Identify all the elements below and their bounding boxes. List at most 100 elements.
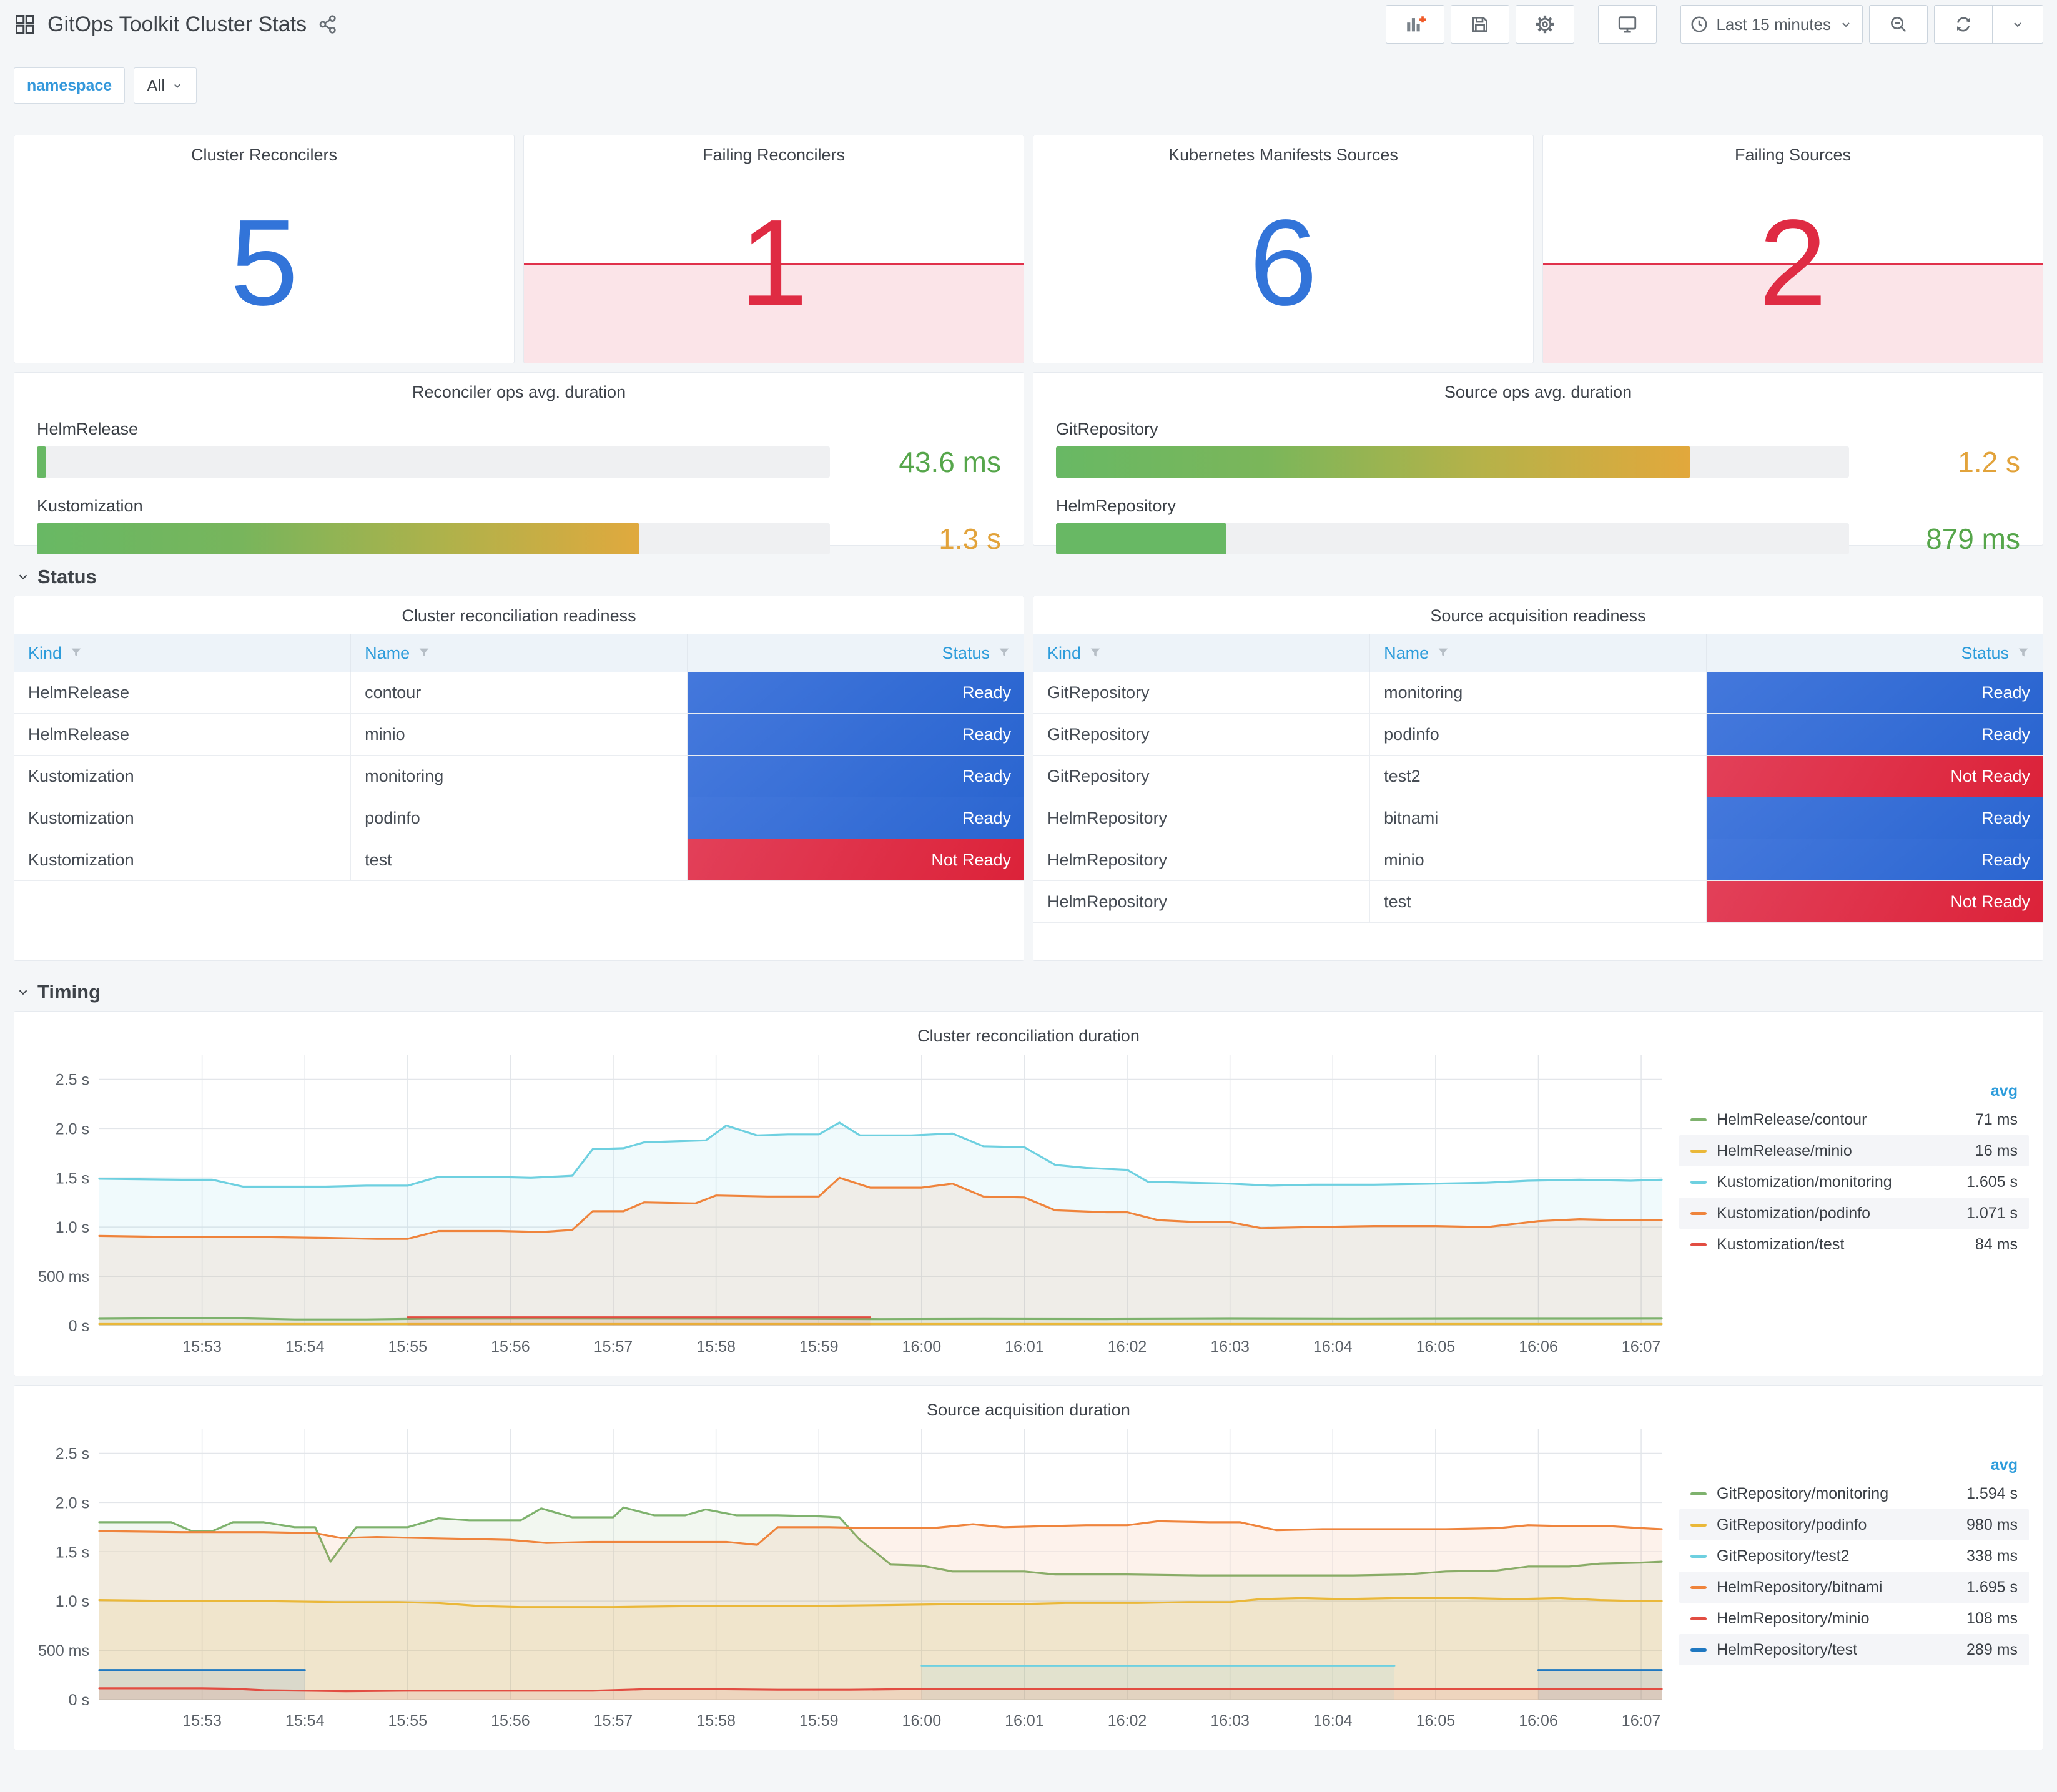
legend-series-name[interactable]: HelmRelease/contour <box>1717 1110 1867 1128</box>
time-range-label: Last 15 minutes <box>1716 14 1831 34</box>
panel-title[interactable]: Source acquisition duration <box>927 1401 1130 1419</box>
column-header-label: Kind <box>1047 643 1082 662</box>
status-tables-row: Cluster reconciliation readiness Kind Nam… <box>14 596 2043 961</box>
cell-name: monitoring <box>350 755 688 797</box>
time-range-picker[interactable]: Last 15 minutes <box>1680 5 1863 44</box>
legend-series-avg: 980 ms <box>1966 1515 2018 1534</box>
table-row: HelmRelease minio Ready <box>14 713 1024 756</box>
legend-item: HelmRepository/bitnami 1.695 s <box>1679 1572 2029 1603</box>
column-header-kind[interactable]: Kind <box>1033 634 1371 672</box>
stat-panel-title[interactable]: Failing Sources <box>1734 145 1852 164</box>
cell-status: Not Ready <box>1706 880 2043 923</box>
stat-panel-title[interactable]: Kubernetes Manifests Sources <box>1168 145 1398 164</box>
filter-funnel-icon[interactable] <box>997 646 1011 660</box>
column-header-name[interactable]: Name <box>1369 634 1707 672</box>
svg-text:15:58: 15:58 <box>696 1338 736 1356</box>
cell-kind: HelmRelease <box>14 672 352 714</box>
legend-series-name[interactable]: GitRepository/monitoring <box>1717 1484 1889 1502</box>
section-status[interactable]: Status <box>16 566 2043 588</box>
panel-title[interactable]: Reconciler ops avg. duration <box>412 383 626 401</box>
column-header-label: Status <box>942 643 990 662</box>
legend-series-name[interactable]: HelmRelease/minio <box>1717 1141 1852 1159</box>
legend-item: GitRepository/test2 338 ms <box>1679 1540 2029 1572</box>
gauge-value: 43.6 ms <box>899 446 1001 478</box>
legend-series-name[interactable]: Kustomization/podinfo <box>1717 1204 1870 1222</box>
cell-status: Ready <box>1706 797 2043 839</box>
cycle-view-mode-button[interactable] <box>1598 5 1657 44</box>
panel-title[interactable]: Source ops avg. duration <box>1444 383 1632 401</box>
legend-series-name[interactable]: GitRepository/podinfo <box>1717 1515 1867 1534</box>
save-dashboard-button[interactable] <box>1451 5 1510 44</box>
legend-series-name[interactable]: Kustomization/monitoring <box>1717 1173 1892 1191</box>
refresh-button[interactable] <box>1934 5 1993 44</box>
svg-text:15:59: 15:59 <box>799 1712 839 1730</box>
filter-funnel-icon[interactable] <box>1436 646 1450 660</box>
filter-funnel-icon[interactable] <box>417 646 431 660</box>
gauge-value: 879 ms <box>1926 523 2020 555</box>
svg-text:500 ms: 500 ms <box>38 1642 89 1660</box>
filter-funnel-icon[interactable] <box>2016 646 2030 660</box>
svg-text:15:55: 15:55 <box>388 1338 428 1356</box>
cell-name: minio <box>350 713 688 756</box>
cell-status: Ready <box>687 797 1024 839</box>
legend-series-name[interactable]: GitRepository/test2 <box>1717 1547 1850 1565</box>
chart-legend: avg HelmRelease/contour 71 ms HelmRelease/m… <box>1679 1078 2029 1361</box>
svg-text:0 s: 0 s <box>69 1691 89 1709</box>
stat-panel-title[interactable]: Cluster Reconcilers <box>190 145 338 164</box>
namespace-variable-label[interactable]: namespace <box>14 67 126 104</box>
column-header-name[interactable]: Name <box>350 634 688 672</box>
legend-series-name[interactable]: HelmRepository/test <box>1717 1640 1858 1658</box>
filter-funnel-icon[interactable] <box>1088 646 1102 660</box>
cell-name: test <box>1369 880 1707 923</box>
stat-panel-title[interactable]: Failing Reconcilers <box>702 145 846 164</box>
gauge-value: 1.3 s <box>939 523 1001 555</box>
apps-grid-icon[interactable] <box>14 13 36 36</box>
namespace-variable-value[interactable]: All <box>134 67 197 104</box>
clock-icon <box>1691 16 1707 32</box>
time-series-plot: 0 s 500 ms 1.0 s 1.5 s 2.0 s 2.5 s 15:53 15:54 1… <box>24 1046 1679 1361</box>
legend-avg-header[interactable]: avg <box>1990 1082 2018 1100</box>
legend-series-avg: 1.071 s <box>1966 1204 2018 1222</box>
legend-series-swatch <box>1690 1211 1707 1215</box>
svg-text:16:03: 16:03 <box>1210 1712 1250 1730</box>
svg-text:2.5 s: 2.5 s <box>56 1071 89 1088</box>
cell-kind: Kustomization <box>14 839 352 881</box>
panel-title[interactable]: Cluster reconciliation readiness <box>402 606 636 625</box>
legend-avg-header[interactable]: avg <box>1990 1456 2018 1474</box>
svg-text:500 ms: 500 ms <box>38 1268 89 1286</box>
stat-value: 6 <box>1249 194 1318 331</box>
stat-value: 1 <box>739 194 808 331</box>
panel-title[interactable]: Cluster reconciliation duration <box>917 1026 1140 1045</box>
legend-series-name[interactable]: Kustomization/test <box>1717 1235 1845 1253</box>
gauge-fill <box>37 523 640 554</box>
cell-kind: GitRepository <box>1033 755 1371 797</box>
legend-series-avg: 1.695 s <box>1966 1578 2018 1596</box>
gauge-label: Kustomization <box>37 496 143 515</box>
legend-item: GitRepository/podinfo 980 ms <box>1679 1509 2029 1540</box>
cluster-reconciliation-duration-panel: Cluster reconciliation duration 0 s 500 m… <box>14 1011 2043 1376</box>
refresh-interval-dropdown[interactable] <box>1993 5 2043 44</box>
dashboard-settings-button[interactable] <box>1516 5 1575 44</box>
svg-text:1.5 s: 1.5 s <box>56 1169 89 1187</box>
add-panel-button[interactable] <box>1386 5 1445 44</box>
share-icon[interactable] <box>318 14 338 34</box>
legend-series-name[interactable]: HelmRepository/minio <box>1717 1609 1870 1627</box>
gauge-row: GitRepository 1.2 s <box>1056 420 2020 479</box>
zoom-out-time-button[interactable] <box>1869 5 1928 44</box>
cell-kind: HelmRepository <box>1033 839 1371 881</box>
svg-text:16:05: 16:05 <box>1416 1712 1456 1730</box>
section-timing[interactable]: Timing <box>16 981 2043 1003</box>
gauge-label: HelmRepository <box>1056 496 1176 515</box>
add-panel-icon <box>1407 16 1426 32</box>
legend-series-name[interactable]: HelmRepository/bitnami <box>1717 1578 1883 1596</box>
cell-status: Not Ready <box>687 839 1024 881</box>
panel-title[interactable]: Source acquisition readiness <box>1430 606 1646 625</box>
column-header-kind[interactable]: Kind <box>14 634 352 672</box>
column-header-status[interactable]: Status <box>1706 634 2043 672</box>
svg-text:15:57: 15:57 <box>594 1338 633 1356</box>
svg-text:2.0 s: 2.0 s <box>56 1494 89 1512</box>
filter-funnel-icon[interactable] <box>69 646 83 660</box>
column-header-status[interactable]: Status <box>687 634 1024 672</box>
svg-text:2.5 s: 2.5 s <box>56 1445 89 1462</box>
svg-text:16:04: 16:04 <box>1313 1338 1353 1356</box>
